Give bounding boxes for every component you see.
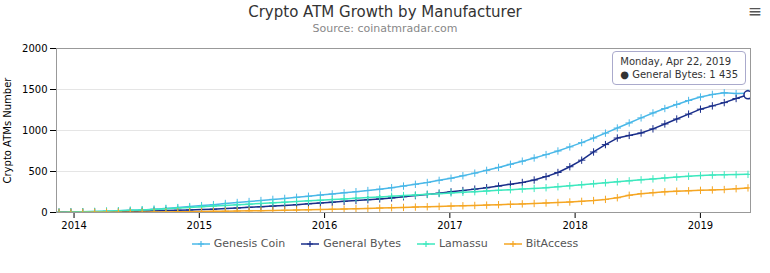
svg-text:2017: 2017: [437, 220, 462, 231]
html-text:Crypto ATM Growth by Manufactu: Crypto ATM Growth by Manufacturer: [248, 3, 522, 21]
svg-text:2016: 2016: [312, 220, 337, 231]
svg-text:1000: 1000: [22, 125, 47, 136]
html-text:Monday, Apr 22, 2019 ● General: Monday, Apr 22, 2019 ● General Bytes: 1 …: [620, 56, 738, 80]
svg-text:1500: 1500: [22, 84, 47, 95]
html-text:General Bytes: General Bytes: [323, 237, 401, 250]
svg-text:2000: 2000: [22, 43, 47, 54]
svg-text:2018: 2018: [562, 220, 587, 231]
html-text:Source: coinatmradar.com: Source: coinatmradar.com: [312, 22, 458, 35]
svg-text:2014: 2014: [61, 220, 86, 231]
svg-text:0: 0: [41, 207, 47, 218]
html-text:Lamassu: Lamassu: [438, 237, 488, 250]
svg-text:500: 500: [28, 166, 47, 177]
svg-text:2019: 2019: [688, 220, 713, 231]
svg-text:Crypto ATMs Number: Crypto ATMs Number: [2, 77, 13, 184]
html-text:BitAccess: BitAccess: [525, 237, 579, 250]
html-text:Genesis Coin: Genesis Coin: [213, 237, 286, 250]
svg-text:2015: 2015: [187, 220, 212, 231]
